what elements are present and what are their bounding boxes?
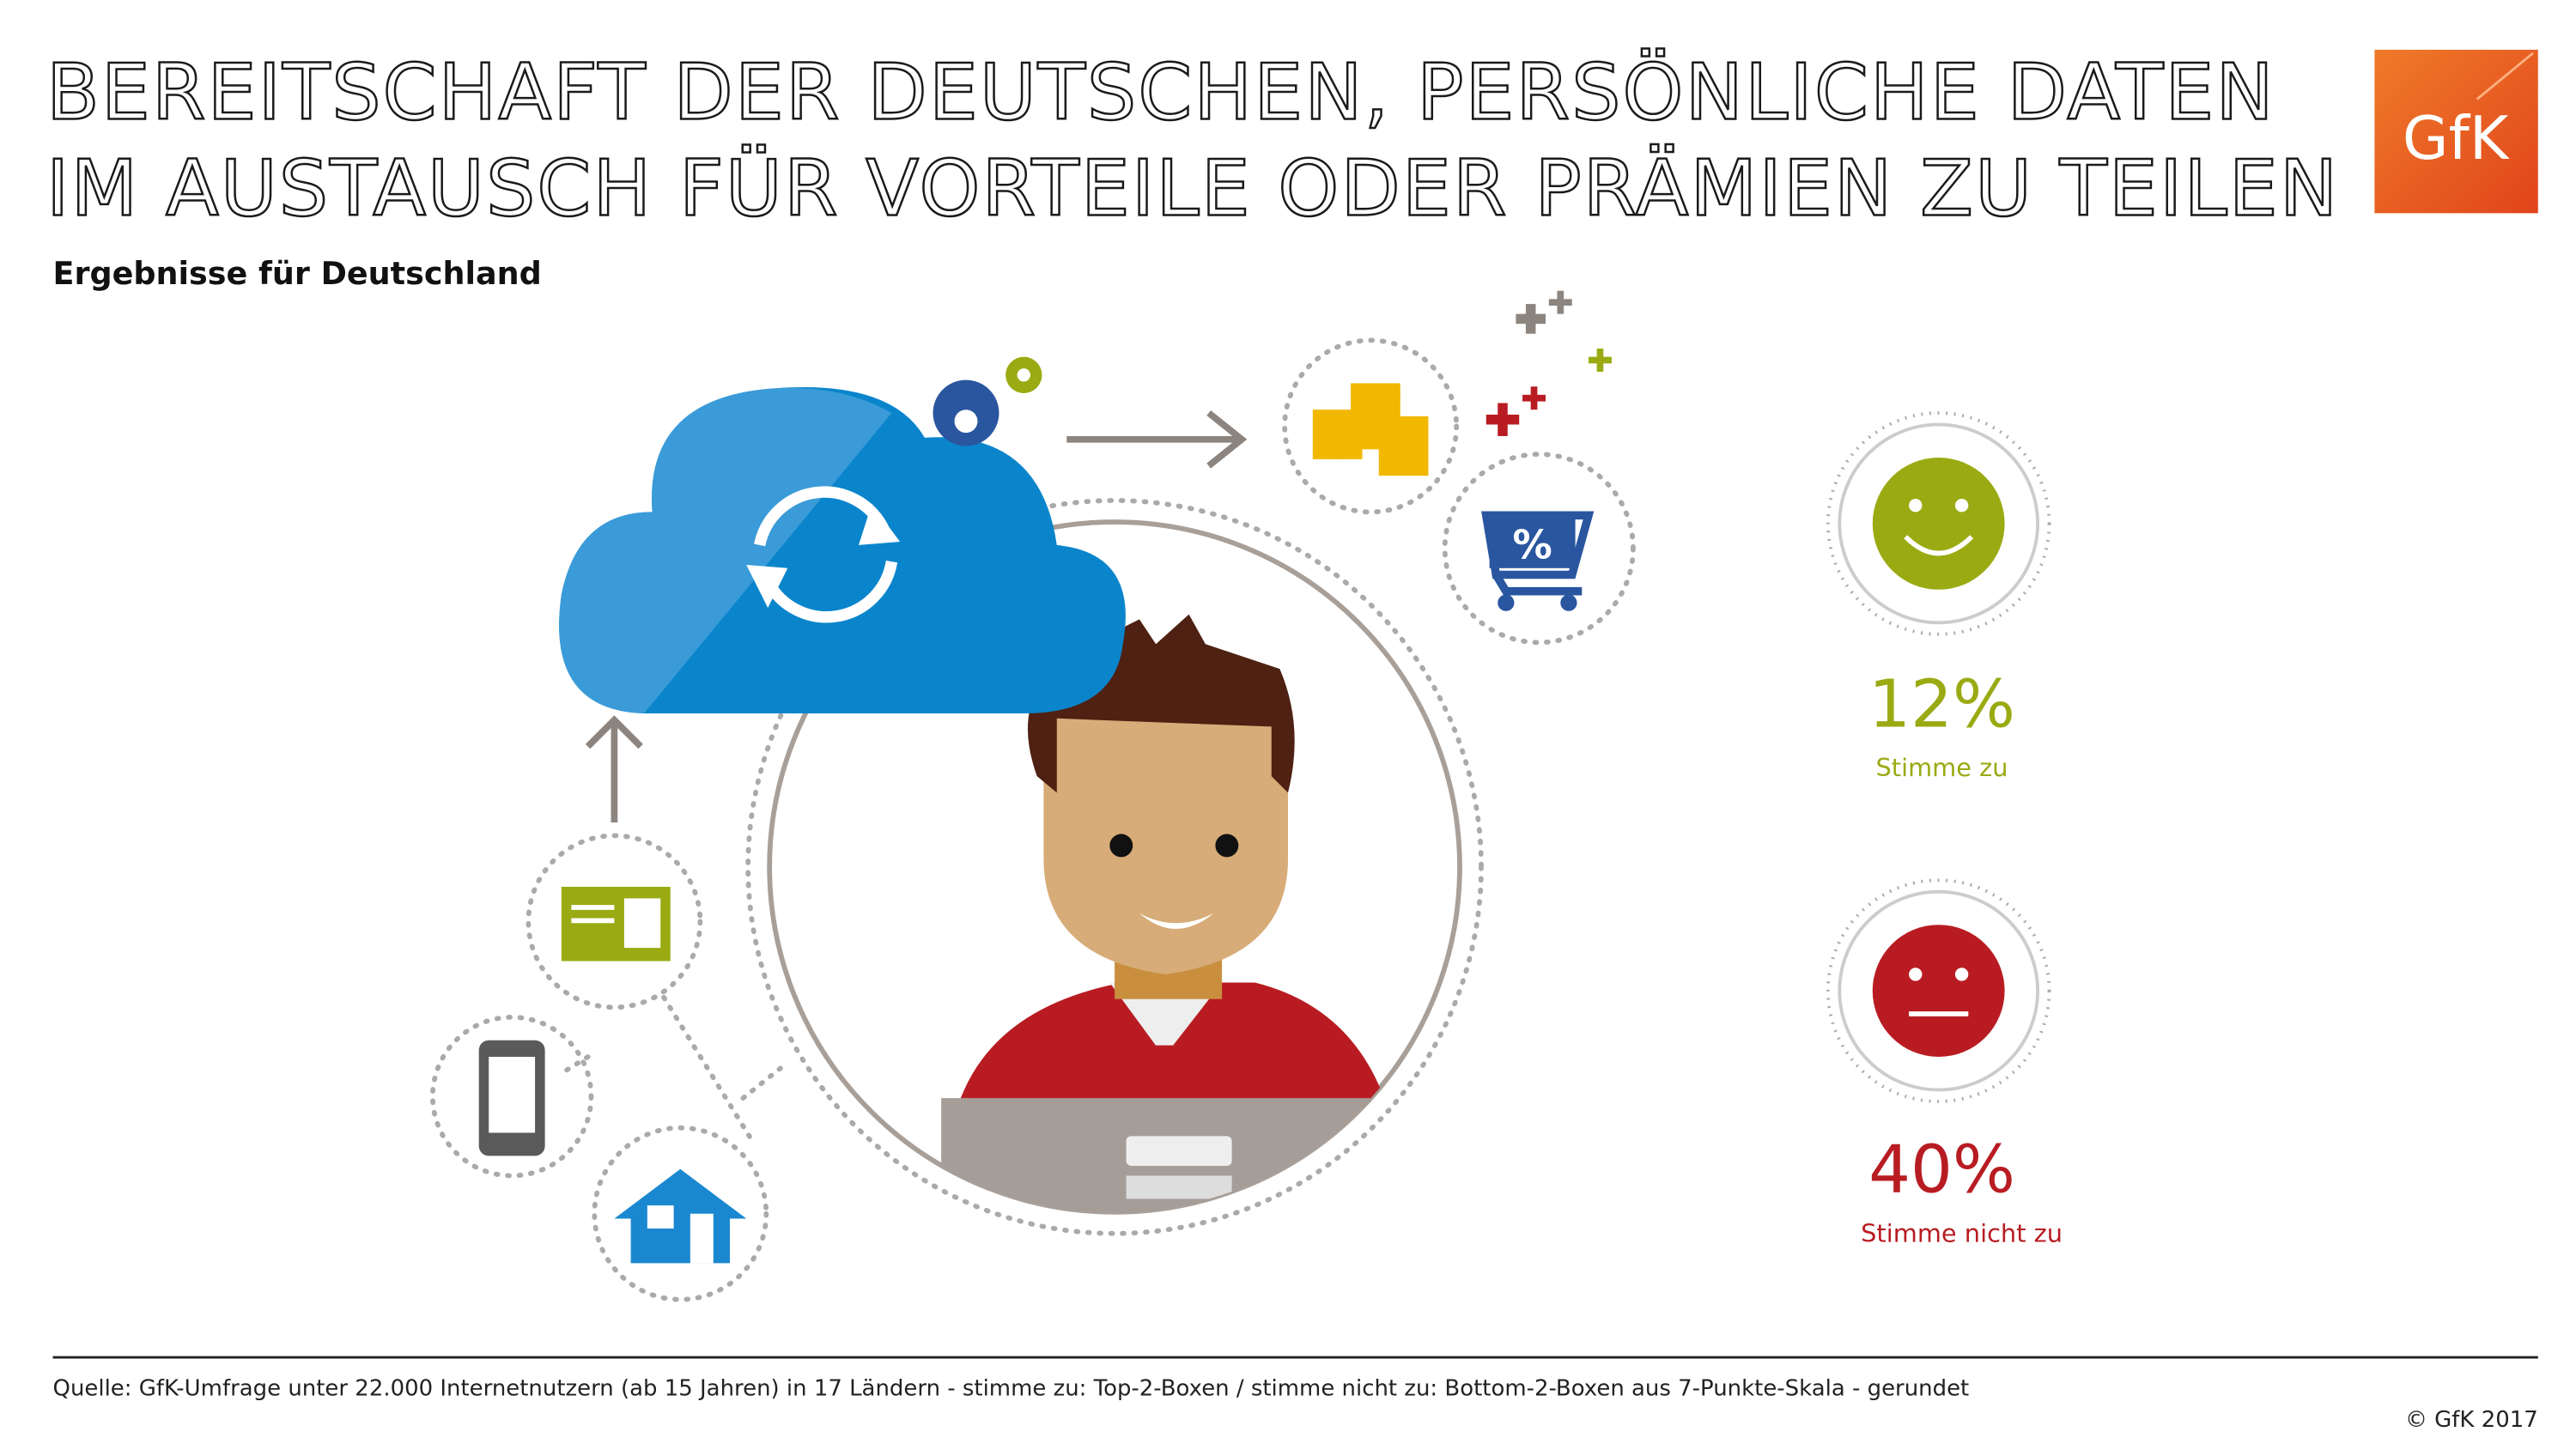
logo-text: GfK [2403, 105, 2510, 173]
agree-label: Stimme zu [1875, 753, 2008, 782]
disagree-icon [1826, 878, 2051, 1103]
agree-value: 12% [1868, 666, 2015, 743]
disagree-label: Stimme nicht zu [1861, 1218, 2063, 1247]
disagree-value: 40% [1868, 1132, 2015, 1209]
title-line: BEREITSCHAFT DER DEUTSCHEN, PERSÖNLICHE … [46, 47, 2275, 138]
subtitle: Ergebnisse für Deutschland [53, 255, 542, 292]
svg-text:%: % [1512, 521, 1552, 567]
copyright: © GfK 2017 [2405, 1407, 2538, 1433]
agree-icon [1826, 411, 2051, 636]
title-line: IM AUSTAUSCH FÜR VORTEILE ODER PRÄMIEN Z… [46, 143, 2339, 234]
illustration: % [429, 290, 1636, 1302]
source: Quelle: GfK-Umfrage unter 22.000 Interne… [53, 1375, 1970, 1401]
logo: GfK [2374, 49, 2538, 214]
